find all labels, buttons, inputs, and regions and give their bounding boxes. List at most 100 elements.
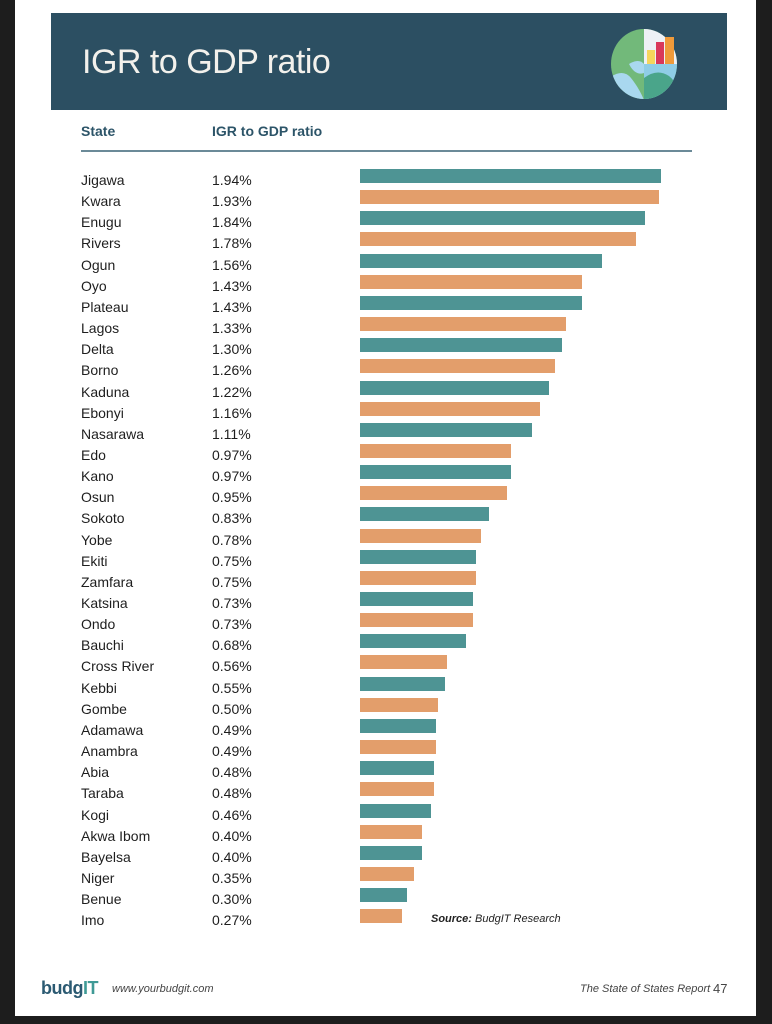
state-label: Anambra [81,743,138,760]
ratio-value: 1.26% [212,362,252,379]
ratio-value: 1.43% [212,298,252,315]
bar-kwara [360,190,660,205]
ratio-value: 0.97% [212,468,252,485]
bar-bauchi [360,634,466,649]
header-divider [81,150,692,152]
globe-chart-icon [611,29,677,99]
bar-abia [360,761,435,776]
ratio-value: 0.75% [212,552,252,569]
ratio-value: 0.30% [212,891,252,908]
state-label: Kwara [81,193,121,210]
ratio-value: 0.48% [212,785,252,802]
state-label: Zamfara [81,573,134,590]
bar-ogun [360,253,603,268]
state-label: Yobe [81,531,113,548]
ratio-value: 0.49% [212,721,252,738]
bar-imo [360,909,402,924]
state-label: Borno [81,362,119,379]
bar-yobe [360,528,482,543]
ratio-value: 0.50% [212,700,252,717]
state-label: Ondo [81,616,116,633]
ratio-value: 1.84% [212,214,252,231]
state-label: Edo [81,446,106,463]
title-banner: IGR to GDP ratio [51,13,727,110]
source-note: Source: BudgIT Research [431,913,561,925]
ratio-value: 1.16% [212,404,252,421]
bar-enugu [360,211,646,226]
state-label: Kogi [81,806,110,823]
bar-ondo [360,613,474,628]
source-label: Source: [431,913,472,925]
state-label: Kebbi [81,679,117,696]
state-label: Oyo [81,277,107,294]
bar-plateau [360,295,582,310]
ratio-value: 1.56% [212,256,252,273]
state-label: Gombe [81,700,127,717]
ratio-value: 0.95% [212,489,252,506]
bar-anambra [360,740,437,755]
state-label: Benue [81,891,122,908]
ratio-value: 0.73% [212,595,252,611]
state-label: Kano [81,468,114,485]
ratio-value: 0.83% [212,510,252,527]
state-label: Kaduna [81,383,130,400]
state-label: Abia [81,764,110,781]
ratio-value: 0.27% [212,912,252,929]
ratio-value: 0.40% [212,827,252,844]
state-label: Cross River [81,658,155,675]
page-number: 47 [713,981,728,996]
state-label: Ekiti [81,552,108,569]
bar-adamawa [360,718,437,733]
state-label: Plateau [81,298,129,315]
ratio-value: 1.94% [212,172,252,188]
bar-cross-river [360,655,447,670]
state-label: Bayelsa [81,848,131,865]
ratio-value: 0.46% [212,806,252,823]
ratio-value: 0.35% [212,869,252,886]
state-label: Sokoto [81,510,125,527]
state-label: Nasarawa [81,425,145,442]
state-label: Osun [81,489,115,506]
state-label: Lagos [81,320,120,337]
state-label: Niger [81,869,115,886]
state-label: Imo [81,912,105,929]
bar-katsina [360,592,474,606]
report-page: IGR to GDP ratio State IGR to GDP ratio … [15,0,756,1016]
ratio-value: 0.56% [212,658,252,675]
state-label: Rivers [81,235,121,252]
ratio-value: 0.49% [212,743,252,760]
ratio-value: 1.43% [212,277,252,294]
state-label: Katsina [81,595,128,611]
ratio-value: 1.93% [212,193,252,210]
state-label: Adamawa [81,721,144,738]
ratio-value: 1.22% [212,383,252,400]
bar-edo [360,443,511,458]
bar-taraba [360,782,435,797]
state-label: Bauchi [81,637,124,654]
ratio-value: 0.68% [212,637,252,654]
logo-accent: IT [82,978,99,998]
bar-kebbi [360,676,446,691]
state-label: Taraba [81,785,124,802]
bar-borno [360,359,556,374]
bar-lagos [360,317,567,332]
bar-oyo [360,274,582,289]
bar-delta [360,338,562,353]
bar-niger [360,866,415,881]
ratio-value: 1.11% [212,425,251,442]
bar-jigawa [360,169,661,183]
ratio-value: 0.73% [212,616,252,633]
bar-sokoto [360,507,489,522]
footer-url[interactable]: www.yourbudgit.com [112,983,214,995]
logo-text: budg [41,978,83,998]
bar-kano [360,465,511,480]
bar-nasarawa [360,422,533,437]
budgit-logo: budgIT [41,978,98,999]
column-header-ratio: IGR to GDP ratio [212,123,323,139]
bar-osun [360,486,508,501]
state-label: Ogun [81,256,116,273]
bar-benue [360,888,407,903]
bar-kogi [360,803,432,818]
bar-gombe [360,697,438,712]
ratio-value: 1.33% [212,320,252,337]
